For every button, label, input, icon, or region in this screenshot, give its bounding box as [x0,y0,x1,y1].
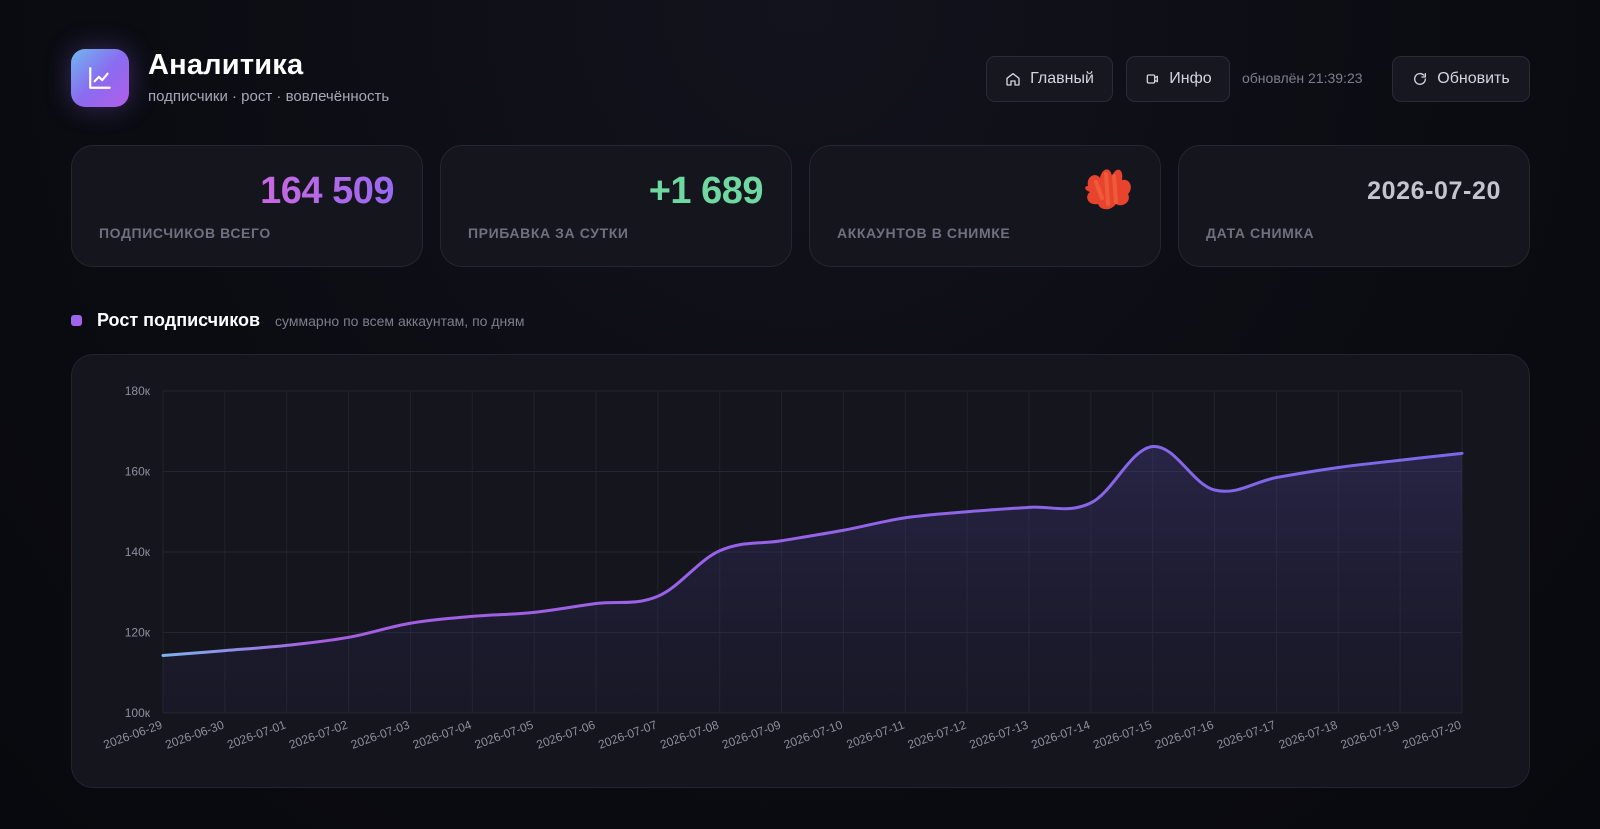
page-subtitle: подписчики · рост · вовлечённость [148,88,390,105]
x-tick-label: 2026-07-02 [287,718,350,752]
refresh-button-label: Обновить [1437,70,1510,87]
refresh-button[interactable]: Обновить [1392,56,1530,102]
info-button[interactable]: Инфо [1126,56,1230,102]
chart-line-icon [89,67,111,89]
daily-gain-label: ПРИБАВКА ЗА СУТКИ [468,225,629,241]
x-tick-label: 2026-07-15 [1091,718,1154,752]
x-tick-label: 2026-07-14 [1029,718,1092,752]
y-tick-label: 180к [125,384,151,398]
growth-chart: 100к 120к 140к 160к 180к 2026-06-29 2026-06-3… [102,384,1464,752]
analytics-logo [71,49,129,107]
info-icon [1146,74,1159,84]
x-tick-label: 2026-07-01 [225,718,288,752]
x-tick-label: 2026-07-08 [658,718,721,752]
accounts-label: АККАУНТОВ В СНИМКЕ [837,225,1011,241]
snapshot-date-label: ДАТА СНИМКА [1206,225,1315,241]
growth-chart-card: 100к 120к 140к 160к 180к 2026-06-29 2026-06-3… [71,354,1530,788]
x-tick-label: 2026-07-20 [1401,718,1464,752]
x-tick-label: 2026-07-18 [1277,718,1340,752]
refresh-icon [1414,72,1427,85]
x-tick-label: 2026-06-29 [102,718,165,752]
growth-section-title: Рост подписчиков [97,310,261,330]
y-tick-label: 140к [125,545,151,559]
x-tick-label: 2026-07-04 [411,718,474,752]
home-button[interactable]: Главный [986,56,1113,102]
growth-section-header: Рост подписчиков суммарно по всем аккаун… [71,310,524,331]
x-tick-label: 2026-07-05 [473,718,536,752]
home-button-label: Главный [1030,70,1094,87]
x-tick-label: 2026-07-10 [782,718,845,752]
page-header: Аналитика подписчики · рост · вовлечённо… [71,49,1530,109]
snapshot-date-value: 2026-07-20 [1367,177,1501,205]
y-tick-label: 120к [125,626,151,640]
section-dot-icon [71,315,82,326]
x-tick-label: 2026-07-19 [1339,718,1402,752]
total-subscribers-label: ПОДПИСЧИКОВ ВСЕГО [99,225,271,241]
stat-card-daily-gain: +1 689 ПРИБАВКА ЗА СУТКИ [440,145,792,267]
x-tick-label: 2026-07-12 [906,718,969,752]
stat-card-snapshot-date: 2026-07-20 ДАТА СНИМКА [1178,145,1530,267]
x-tick-label: 2026-07-06 [535,718,598,752]
home-icon [1006,73,1020,86]
x-tick-label: 2026-07-03 [349,718,412,752]
growth-section-description: суммарно по всем аккаунтам, по дням [275,312,525,329]
series-area [163,446,1462,713]
total-subscribers-value: 164 509 [260,170,394,212]
x-tick-label: 2026-07-17 [1215,718,1278,752]
redacted-mark [1085,169,1131,210]
updated-timestamp: обновлён 21:39:23 [1242,70,1363,86]
daily-gain-value: +1 689 [648,170,764,212]
x-tick-label: 2026-07-13 [968,718,1031,752]
x-tick-label: 2026-07-11 [845,718,907,752]
y-tick-label: 100к [125,706,151,720]
stat-card-accounts: АККАУНТОВ В СНИМКЕ [809,145,1161,267]
y-tick-label: 160к [125,465,151,479]
page-title: Аналитика [148,49,304,81]
series-line [161,445,1464,657]
x-tick-label: 2026-07-07 [596,718,659,752]
x-tick-label: 2026-06-30 [163,718,226,752]
x-tick-label: 2026-07-16 [1153,718,1216,752]
x-tick-label: 2026-07-09 [720,718,783,752]
stat-card-total-subscribers: 164 509 ПОДПИСЧИКОВ ВСЕГО [71,145,423,267]
info-button-label: Инфо [1169,70,1212,87]
